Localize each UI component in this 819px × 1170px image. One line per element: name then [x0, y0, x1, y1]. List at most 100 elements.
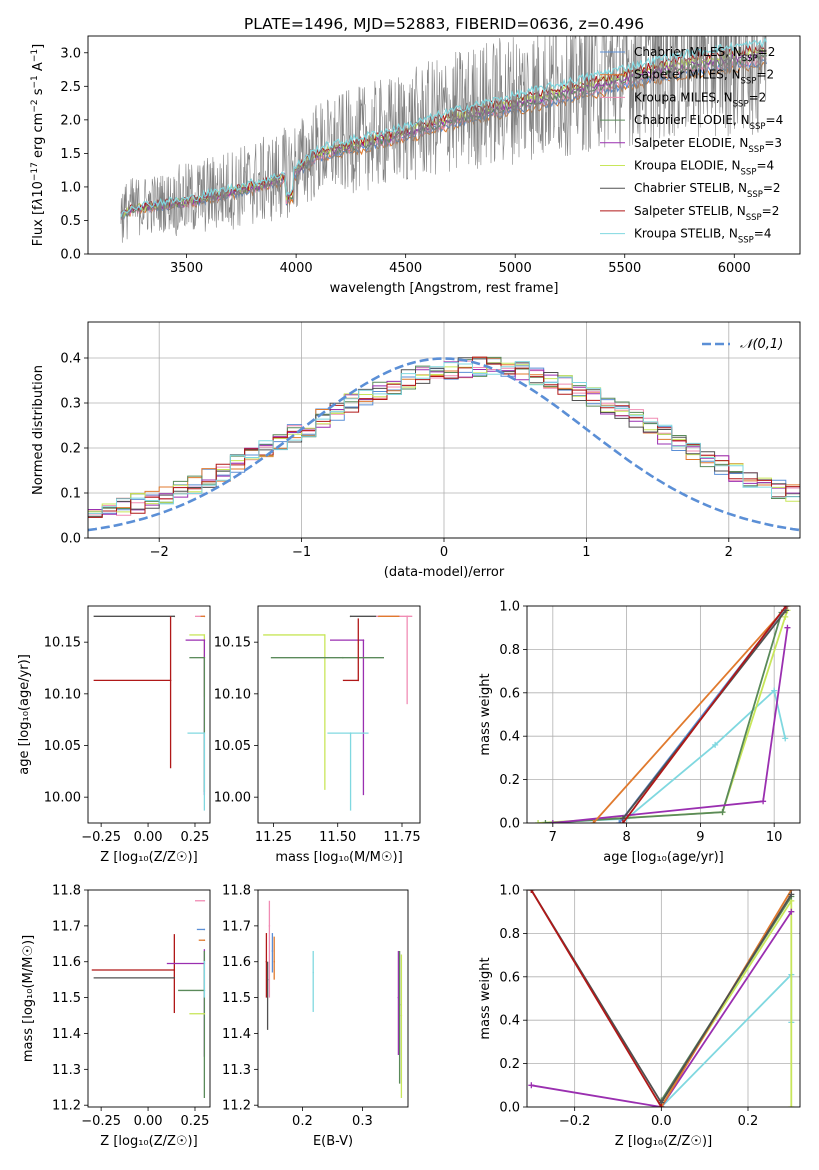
plot-area — [263, 615, 413, 811]
y-axis-label: Normed distribution — [31, 365, 46, 495]
y-tick-label: 0.0 — [60, 532, 81, 547]
x-tick-label: 0.00 — [134, 1114, 163, 1129]
spectrum-series — [120, 37, 768, 218]
y-tick-label: 0.4 — [499, 730, 520, 745]
x-tick-label: 11.50 — [319, 830, 356, 845]
data-point — [203, 615, 206, 618]
x-tick-label: 7 — [549, 830, 557, 845]
plot-area — [528, 890, 795, 1107]
axes-frame — [87, 605, 211, 824]
data-marker — [542, 820, 549, 823]
x-axis-label: mass [log₁₀(M/M☉)] — [275, 850, 402, 865]
legend-entry: 𝒩(0,1) — [740, 337, 783, 352]
data-point — [203, 960, 206, 963]
plot-area — [88, 356, 800, 532]
mass-weight-series — [660, 972, 793, 1107]
mass-weight-series — [530, 890, 663, 1107]
y-tick-label: 0.1 — [60, 487, 81, 502]
legend-entry: Chabrier STELIB, NSSP=2 — [634, 181, 781, 200]
histogram-series — [88, 356, 800, 518]
x-axis-label: Z [log₁₀(Z/Z☉)] — [615, 1134, 712, 1149]
data-point — [312, 971, 315, 974]
data-marker — [784, 624, 791, 631]
y-tick-label: 10.05 — [44, 739, 81, 754]
data-point — [203, 928, 206, 931]
axes-frame — [526, 889, 801, 1108]
data-point — [398, 1003, 401, 1006]
data-marker — [528, 890, 535, 893]
y-tick-label: 1.0 — [60, 180, 81, 195]
x-tick-label: 8 — [622, 830, 630, 845]
data-point — [266, 978, 269, 981]
x-tick-label: −0.25 — [81, 830, 121, 845]
x-tick-label: 1 — [582, 545, 590, 560]
y-tick-label: 0.6 — [499, 686, 520, 701]
x-tick-label: 0.3 — [352, 1114, 373, 1129]
data-point — [397, 996, 400, 999]
data-marker — [784, 606, 791, 609]
data-marker — [782, 613, 789, 620]
y-tick-label: 0.4 — [499, 1014, 520, 1029]
x-tick-label: 11.25 — [255, 830, 292, 845]
data-point — [406, 615, 408, 618]
y-tick-label: 11.8 — [52, 884, 81, 899]
data-point — [273, 960, 276, 963]
y-tick-label: 11.5 — [52, 991, 81, 1006]
data-point — [349, 615, 352, 618]
x-tick-label: 0.0 — [651, 1114, 672, 1129]
axes-frame — [257, 889, 409, 1108]
y-tick-label: 11.7 — [52, 919, 81, 934]
spectrum-axes: 3500 4000 4500 5000 5500 6000 0.0 0.5 1.0 1.5 2.0 2… — [30, 35, 801, 296]
y-tick-label: 1.5 — [60, 147, 81, 162]
plot-area — [265, 900, 403, 1099]
y-tick-label: 10.10 — [44, 687, 81, 702]
data-marker — [712, 741, 719, 748]
axes-frame — [87, 889, 211, 1108]
x-tick-label: 0.25 — [181, 1114, 210, 1129]
data-marker — [619, 820, 626, 823]
y-tick-label: 10.05 — [214, 739, 251, 754]
data-point — [203, 899, 206, 902]
mass-weight-series — [545, 612, 783, 823]
y-tick-label: 0.2 — [499, 1057, 520, 1072]
age-vs-metallicity-axes: −0.25 0.00 0.25 10.00 10.05 10.10 10.15 Z [log₁… — [17, 605, 211, 865]
y-tick-label: 2.5 — [60, 80, 81, 95]
mass-weight-series — [531, 911, 793, 1107]
y-tick-label: 11.6 — [52, 955, 81, 970]
x-tick-label: 5500 — [608, 261, 641, 276]
plot-area — [120, 36, 768, 243]
data-point — [357, 679, 360, 682]
y-axis-label: mass [log₁₀(M/M☉)] — [21, 935, 36, 1062]
data-point — [203, 939, 206, 942]
y-tick-label: 3.0 — [60, 46, 81, 61]
y-tick-label: 0.2 — [499, 773, 520, 788]
data-point — [400, 1014, 403, 1017]
plot-area — [91, 899, 206, 1099]
x-tick-label: 0 — [440, 545, 448, 560]
x-axis-label: (data-model)/error — [384, 565, 505, 580]
axes-frame — [257, 605, 421, 824]
y-tick-label: 2.0 — [60, 113, 81, 128]
data-point — [362, 639, 365, 641]
data-point — [203, 732, 206, 734]
mass-vs-ebv-axes: 0.2 0.3 11.2 11.3 11.4 11.5 11.6 11.7 11.8 E(B-V) — [222, 884, 409, 1149]
legend-entry: Salpeter ELODIE, NSSP=3 — [634, 136, 782, 155]
mass-weight-series — [622, 606, 787, 823]
axes-frame — [87, 321, 801, 539]
data-marker — [788, 891, 795, 898]
y-tick-label: 0.0 — [499, 1101, 520, 1116]
data-marker — [549, 820, 556, 823]
x-tick-label: −0.2 — [559, 1114, 591, 1129]
data-marker — [528, 1082, 535, 1089]
x-tick-label: 0.00 — [134, 830, 163, 845]
y-axis-label: Flux [fλ10−17 erg cm−2 s−1 A−1] — [30, 44, 46, 246]
y-tick-label: 11.5 — [222, 991, 251, 1006]
y-tick-label: 0.0 — [499, 817, 520, 832]
grid-lines — [88, 322, 800, 539]
y-tick-label: 0.4 — [60, 352, 81, 367]
x-tick-label: −2 — [150, 545, 169, 560]
x-tick-label: 11.75 — [383, 830, 420, 845]
data-marker — [535, 820, 542, 823]
data-marker — [658, 1104, 665, 1107]
y-tick-label: 11.3 — [222, 1063, 251, 1078]
